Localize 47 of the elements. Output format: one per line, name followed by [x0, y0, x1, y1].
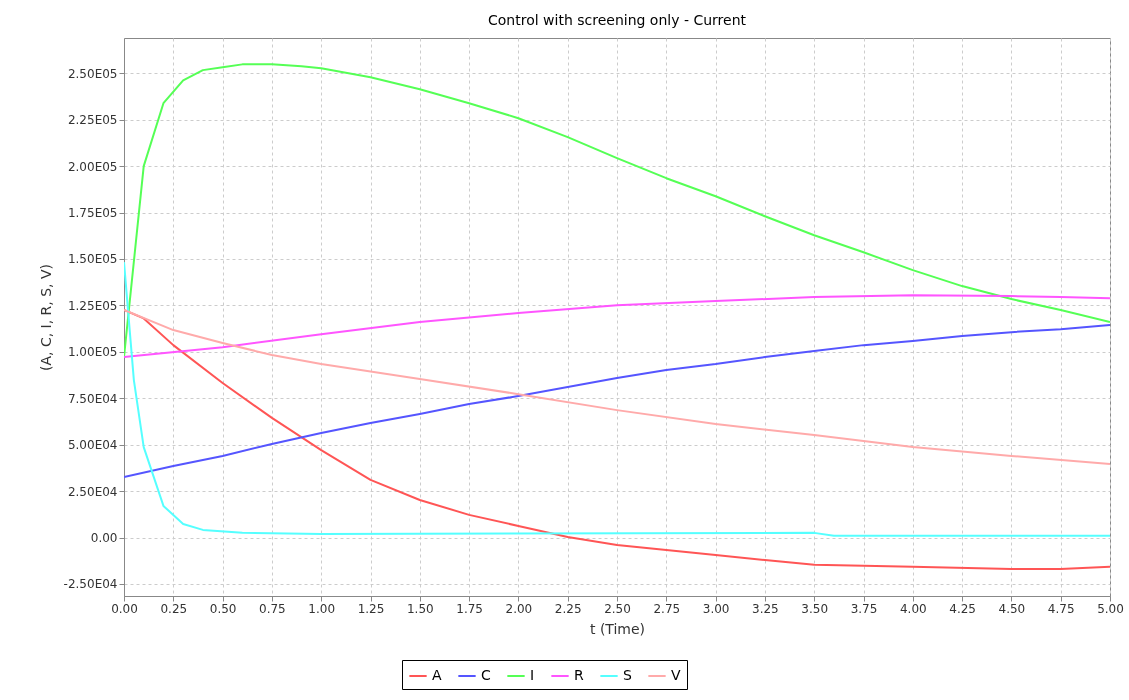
y-tick-label: 5.00E04 — [67, 438, 118, 453]
x-tick-label: 1.00 — [308, 601, 336, 616]
y-tick-label: 1.75E05 — [67, 206, 118, 221]
y-tick-label: 2.00E05 — [67, 159, 118, 174]
legend-label: S — [623, 667, 632, 683]
line-series — [124, 324, 1110, 478]
x-tick-label: 5.00 — [1097, 601, 1124, 616]
y-tick-label: 2.50E05 — [67, 66, 118, 81]
x-tick-label: 1.50 — [406, 601, 434, 616]
x-tick-label: 0.25 — [160, 601, 188, 616]
y-tick-label: 2.50E04 — [67, 484, 118, 499]
x-tick-label: 2.50 — [604, 601, 631, 616]
x-tick-label: 2.00 — [505, 601, 533, 616]
x-axis-title: t (Time) — [589, 620, 646, 637]
y-tick-label: 1.00E05 — [67, 345, 118, 360]
x-tick-label: 3.75 — [850, 601, 878, 616]
x-tick-label: 0.00 — [111, 601, 138, 616]
x-tick-label: 2.25 — [554, 601, 582, 616]
line-series — [124, 309, 1110, 465]
y-tick-label: 1.25E05 — [67, 298, 118, 313]
x-tick-label: 4.50 — [998, 601, 1026, 616]
x-tick-label: 0.75 — [259, 601, 286, 616]
line-series — [124, 294, 1110, 359]
chart-title: Control with screening only - Current — [488, 12, 747, 28]
y-tick-label: -2.50E04 — [63, 577, 118, 592]
y-axis-title: (A, C, I, R, S, V) — [37, 263, 54, 372]
x-tick-label: 1.25 — [357, 601, 385, 616]
legend-label: R — [574, 667, 584, 683]
x-tick-label: 0.50 — [209, 601, 237, 616]
x-tick-label: 4.75 — [1047, 601, 1075, 616]
y-tick-label: 0.00 — [90, 531, 118, 546]
x-tick-label: 4.00 — [899, 601, 927, 616]
y-tick-label: 2.25E05 — [67, 113, 118, 128]
x-tick-label: 3.00 — [702, 601, 730, 616]
x-tick-label: 2.75 — [653, 601, 681, 616]
x-tick-label: 1.75 — [456, 601, 483, 616]
x-tick-label: 4.25 — [949, 601, 976, 616]
legend-label: V — [671, 667, 681, 683]
line-series — [124, 63, 1110, 359]
legend-label: A — [432, 667, 442, 683]
x-tick-label: 3.50 — [801, 601, 829, 616]
legend-label: I — [530, 667, 535, 683]
y-tick-label: 1.50E05 — [67, 252, 118, 267]
y-tick-label: 7.50E04 — [67, 391, 118, 406]
x-tick-label: 3.25 — [752, 601, 779, 616]
legend-label: C — [481, 667, 491, 683]
line-series — [124, 261, 1110, 537]
